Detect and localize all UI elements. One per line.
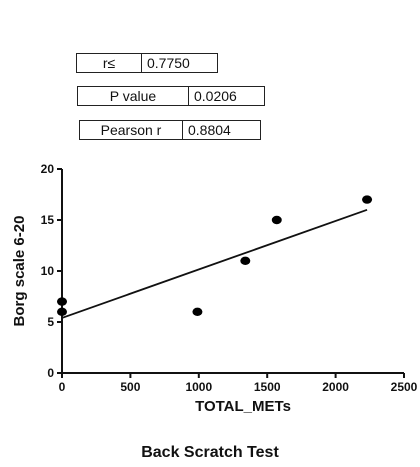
y-tick-label: 0: [47, 366, 54, 380]
y-tick-label: 20: [41, 162, 55, 176]
x-tick-label: 2000: [322, 380, 349, 394]
data-point: [57, 297, 67, 306]
x-tick-label: 1000: [185, 380, 212, 394]
data-point: [271, 215, 282, 225]
x-axis-label: TOTAL_METs: [195, 398, 291, 415]
data-points: [57, 195, 373, 316]
data-point: [57, 307, 67, 316]
data-point: [192, 307, 203, 316]
y-tick-label: 15: [41, 213, 55, 227]
p-value-value: 0.0206: [194, 88, 237, 104]
y-tick-label: 10: [41, 264, 55, 278]
p-value-box: P value 0.0206: [77, 86, 265, 106]
chart-caption: Back Scratch Test: [141, 444, 279, 461]
x-tick-label: 500: [120, 380, 140, 394]
x-tick-label: 1500: [254, 380, 281, 394]
pearson-r-label: Pearson r: [80, 121, 183, 139]
pearson-r-value: 0.8804: [188, 122, 231, 138]
x-tick-label: 0: [59, 380, 66, 394]
regression-line: [61, 208, 368, 319]
x-tick-label: 2500: [391, 380, 418, 394]
p-value-label: P value: [78, 87, 189, 105]
data-point: [362, 195, 373, 204]
pearson-r-box: Pearson r 0.8804: [79, 120, 261, 140]
spearman-r-label: r≤: [77, 54, 142, 72]
data-point: [240, 256, 251, 265]
spearman-r-value: 0.7750: [147, 55, 190, 71]
regression-line-group: [61, 208, 368, 319]
chart-axes: 0 5 10 15 20 0 500 1000 1500 2000 2500: [41, 162, 418, 394]
spearman-r-box: r≤ 0.7750: [76, 53, 218, 73]
y-axis-label: Borg scale 6-20: [11, 216, 28, 327]
y-tick-label: 5: [47, 315, 54, 329]
